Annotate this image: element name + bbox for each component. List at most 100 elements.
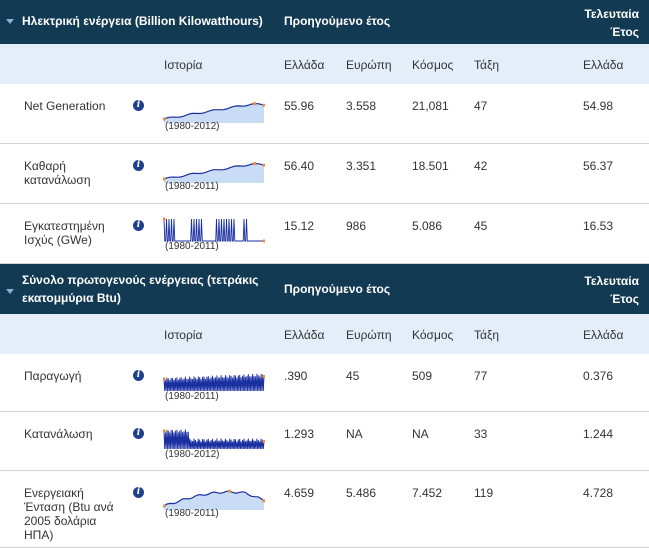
section-title: Σύνολο πρωτογενούς ενέργειας (τετράκις ε… [22, 273, 259, 305]
col-greece-last: Ελλάδα [583, 328, 624, 342]
col-europe: Ευρώπη [346, 328, 392, 342]
row-label: Ενεργειακή Ένταση (Btu ανά 2005 δολάρια … [24, 486, 114, 542]
info-icon[interactable]: i [133, 160, 144, 171]
table-row: Κατανάλωση i (1980-2012) 1.293 NA NA 33 1.244 [0, 412, 649, 471]
row-label: Κατανάλωση [24, 427, 93, 441]
sparkline-start-dot [163, 504, 166, 508]
sparkline-end-dot [262, 439, 265, 444]
value-europe: 986 [346, 219, 367, 233]
sparkline-area [164, 103, 264, 123]
value-greece-last: 0.376 [583, 369, 614, 383]
value-rank: 33 [474, 427, 488, 441]
sparkline-line [163, 429, 265, 450]
value-greece-last: 56.37 [583, 159, 614, 173]
value-world: 5.086 [412, 219, 443, 233]
section-header-electricity[interactable]: Ηλεκτρική ενέργεια (Billion Kilowatthour… [0, 0, 649, 44]
value-europe: 5.486 [346, 486, 377, 500]
sparkline-max-dot [253, 102, 257, 106]
row-label: Παραγωγή [24, 369, 82, 383]
sparkline-area [164, 163, 264, 183]
sparkline-line [163, 373, 265, 392]
sparkline-start-dot [163, 177, 166, 181]
col-history: Ιστορία [164, 58, 203, 72]
value-greece: 56.40 [284, 159, 315, 173]
value-greece: 15.12 [284, 219, 315, 233]
value-world: 21,081 [412, 99, 449, 113]
sparkline-end-dot [262, 103, 265, 107]
history-range: (1980-2011) [165, 181, 219, 192]
value-rank: 42 [474, 159, 488, 173]
col-rank: Τάξη [474, 328, 499, 342]
column-header-row: Ιστορία Ελλάδα Ευρώπη Κόσμος Τάξη Ελλάδα [0, 314, 649, 354]
sparkline-max-dot [253, 162, 257, 166]
collapse-caret-icon[interactable] [6, 289, 14, 294]
value-rank: 119 [474, 486, 494, 500]
sparkline-end-dot [262, 499, 265, 503]
column-header-row: Ιστορία Ελλάδα Ευρώπη Κόσμος Τάξη Ελλάδα [0, 44, 649, 84]
value-world: NA [412, 427, 429, 441]
sparkline-area [164, 491, 264, 510]
history-range: (1980-2011) [165, 241, 219, 252]
history-sparkline[interactable] [163, 482, 265, 512]
last-year-heading: Τελευταία Έτος [584, 274, 639, 306]
sparkline-line [163, 162, 265, 180]
col-world: Κόσμος [412, 58, 454, 72]
sparkline-start-dot [163, 429, 166, 433]
col-history: Ιστορία [164, 328, 203, 342]
collapse-caret-icon[interactable] [6, 19, 14, 24]
table-row: Ενεργειακή Ένταση (Btu ανά 2005 δολάρια … [0, 471, 649, 548]
previous-year-heading: Προηγούμενο έτος [284, 14, 391, 28]
history-sparkline[interactable] [163, 95, 265, 125]
sparkline-line [163, 490, 265, 507]
col-europe: Ευρώπη [346, 58, 392, 72]
col-world: Κόσμος [412, 328, 454, 342]
col-greece-last: Ελλάδα [583, 58, 624, 72]
value-rank: 47 [474, 99, 488, 113]
row-label: Καθαρή κατανάλωση [24, 159, 91, 187]
table-row: Παραγωγή i (1980-2011) .390 45 509 77 0.376 [0, 354, 649, 412]
info-icon[interactable]: i [133, 428, 144, 439]
value-world: 18.501 [412, 159, 449, 173]
sparkline-start-dot [163, 377, 166, 381]
sparkline-start-dot [163, 217, 166, 221]
col-greece: Ελλάδα [284, 328, 325, 342]
sparkline-end-dot [262, 163, 265, 167]
history-range: (1980-2012) [165, 449, 220, 460]
value-world: 7.452 [412, 486, 443, 500]
value-europe: 45 [346, 369, 360, 383]
previous-year-heading: Προηγούμενο έτος [284, 282, 391, 296]
sparkline-start-dot [163, 117, 166, 121]
value-greece: .390 [284, 369, 308, 383]
history-sparkline[interactable] [163, 365, 265, 395]
history-sparkline[interactable] [163, 215, 265, 245]
sparkline-end-dot [262, 239, 265, 243]
value-europe: 3.351 [346, 159, 377, 173]
info-icon[interactable]: i [133, 487, 144, 498]
value-greece-last: 16.53 [583, 219, 614, 233]
value-rank: 45 [474, 219, 488, 233]
history-sparkline[interactable] [163, 423, 265, 453]
value-world: 509 [412, 369, 433, 383]
value-greece: 4.659 [284, 486, 315, 500]
value-greece-last: 1.244 [583, 427, 614, 441]
section-header-primary-energy[interactable]: Σύνολο πρωτογενούς ενέργειας (τετράκις ε… [0, 264, 649, 314]
info-icon[interactable]: i [133, 220, 144, 231]
section-title: Ηλεκτρική ενέργεια (Billion Kilowatthour… [22, 14, 263, 28]
history-range: (1980-2012) [165, 121, 220, 132]
info-icon[interactable]: i [133, 370, 144, 381]
value-rank: 77 [474, 369, 488, 383]
sparkline-max-dot [228, 489, 232, 493]
value-greece: 55.96 [284, 99, 315, 113]
info-icon[interactable]: i [133, 100, 144, 111]
value-europe: 3.558 [346, 99, 377, 113]
col-greece: Ελλάδα [284, 58, 325, 72]
value-greece-last: 4.728 [583, 486, 614, 500]
row-label: Net Generation [24, 99, 106, 113]
history-sparkline[interactable] [163, 155, 265, 185]
table-row: Εγκατεστημένη Ισχύς (GWe) i (1980-2011) 15.… [0, 204, 649, 264]
table-row: Καθαρή κατανάλωση i (1980-2011) 56.40 3.351 1… [0, 144, 649, 204]
value-greece-last: 54.98 [583, 99, 614, 113]
history-range: (1980-2011) [165, 391, 219, 402]
sparkline-line [163, 218, 264, 242]
value-greece: 1.293 [284, 427, 315, 441]
